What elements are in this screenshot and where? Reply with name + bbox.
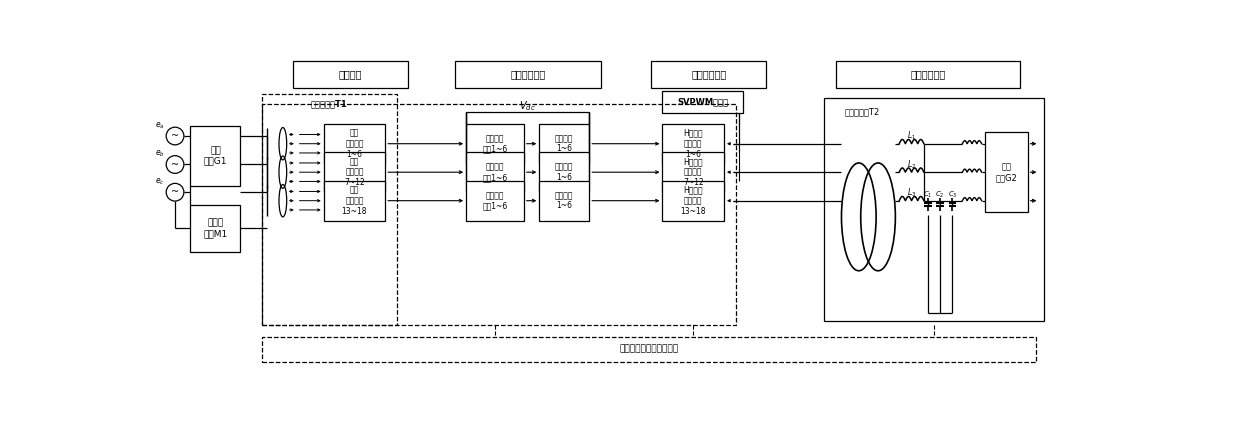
Bar: [539, 152, 589, 192]
Text: H桥级联
逆变单元
13~18: H桥级联 逆变单元 13~18: [681, 186, 706, 216]
Bar: [466, 181, 523, 221]
Bar: [651, 61, 766, 88]
Text: $C_2$: $C_2$: [935, 190, 945, 201]
Text: 整流环节: 整流环节: [339, 69, 362, 79]
Text: 不控
整流单元
1~6: 不控 整流单元 1~6: [345, 129, 363, 158]
Bar: [539, 181, 589, 221]
Bar: [466, 152, 523, 192]
Bar: [191, 126, 241, 186]
Bar: [191, 205, 241, 252]
Text: 不控
整流单元
13~18: 不控 整流单元 13~18: [342, 186, 367, 216]
Text: $e_c$: $e_c$: [155, 176, 165, 187]
Text: $V_{dc}$: $V_{dc}$: [520, 99, 536, 113]
Text: 直流电压
单元1~6: 直流电压 单元1~6: [482, 191, 507, 210]
Text: 直流电压
单元1~6: 直流电压 单元1~6: [482, 134, 507, 153]
Text: 直流电压环节: 直流电压环节: [510, 69, 546, 79]
Bar: [466, 124, 523, 164]
Text: $e_a$: $e_a$: [155, 120, 165, 131]
Text: 斩波单元
1~6: 斩波单元 1~6: [556, 162, 574, 182]
Bar: [293, 61, 408, 88]
Text: $C_1$: $C_1$: [923, 190, 932, 201]
Text: 电压电流检测与控制环节: 电压电流检测与控制环节: [619, 345, 678, 354]
Bar: [986, 132, 1028, 212]
Text: $L_3$: $L_3$: [906, 187, 916, 199]
Text: 隔离变压器T2: 隔离变压器T2: [844, 107, 880, 116]
Text: 输出滤波环节: 输出滤波环节: [910, 69, 946, 79]
Bar: [324, 152, 386, 192]
Text: 斩波单元
1~6: 斩波单元 1~6: [556, 134, 574, 153]
Bar: [262, 337, 1035, 362]
Bar: [662, 91, 743, 113]
Text: 输出
开关G2: 输出 开关G2: [996, 162, 1018, 182]
Text: 交流逆变环节: 交流逆变环节: [691, 69, 727, 79]
Text: 斩波单元
1~6: 斩波单元 1~6: [556, 191, 574, 210]
Bar: [662, 152, 724, 192]
Text: 预充电
模块M1: 预充电 模块M1: [203, 219, 228, 238]
Text: 不控
整流单元
7~12: 不控 整流单元 7~12: [343, 157, 365, 187]
Bar: [539, 124, 589, 164]
Text: $C_3$: $C_3$: [947, 190, 957, 201]
Bar: [825, 98, 1044, 321]
Bar: [262, 94, 397, 325]
Bar: [455, 61, 601, 88]
Text: H桥级联
逆变单元
7~12: H桥级联 逆变单元 7~12: [683, 157, 703, 187]
Text: $L_2$: $L_2$: [906, 158, 916, 171]
Bar: [662, 124, 724, 164]
Text: $e_b$: $e_b$: [155, 149, 165, 159]
Text: SVPWM调制器: SVPWM调制器: [677, 98, 728, 107]
Text: ~: ~: [171, 131, 179, 141]
Bar: [324, 124, 386, 164]
Text: $L_1$: $L_1$: [906, 130, 916, 142]
Text: 移相变压器T1: 移相变压器T1: [311, 99, 347, 108]
Bar: [662, 181, 724, 221]
Text: 直流电压
单元1~6: 直流电压 单元1~6: [482, 162, 507, 182]
Text: H桥级联
逆变单元
1~6: H桥级联 逆变单元 1~6: [683, 129, 703, 158]
Bar: [836, 61, 1021, 88]
Text: ~: ~: [171, 160, 179, 170]
Text: 并网
开关G1: 并网 开关G1: [203, 146, 227, 166]
Bar: [324, 181, 386, 221]
Text: ~: ~: [171, 187, 179, 197]
Bar: [262, 105, 735, 325]
